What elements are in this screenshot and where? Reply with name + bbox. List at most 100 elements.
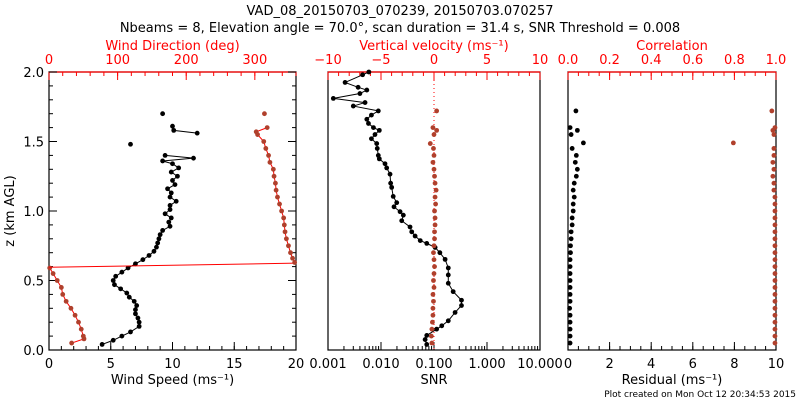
data-point [355,84,361,90]
bottom-tick-label: 15 [226,357,243,372]
data-point [772,236,778,242]
plot-frame [567,71,777,351]
data-point [571,194,577,200]
series-wind-direction [47,111,298,346]
data-point [580,140,586,146]
series-line [172,126,198,134]
data-point [445,265,451,271]
top-tick-label: 0.8 [724,53,745,68]
data-point [429,326,435,332]
data-point [772,215,778,221]
data-point [47,265,53,271]
data-point [76,319,81,325]
bottom-tick-label: 10.000 [517,357,563,372]
data-point [350,103,356,109]
data-point [364,87,370,93]
data-point [288,250,293,256]
data-point [772,326,778,332]
data-point [431,298,436,304]
data-point [382,161,388,167]
data-point [424,333,430,338]
data-point [360,72,366,78]
data-point [770,173,776,179]
bottom-tick-label: 8 [730,357,738,372]
data-point [110,337,116,343]
data-point [362,100,368,105]
data-point [772,298,778,304]
data-point [281,215,287,221]
data-point [270,166,276,172]
data-point [432,194,438,200]
data-point [125,265,131,271]
data-point [277,201,282,207]
data-point [429,340,435,346]
data-point [772,319,778,325]
panel-wind: 0 5 10 15 20 Wind Speed (ms⁻¹) 0 100 200 300Wind … [3,39,304,388]
y-tick-label: 2.0 [23,66,44,81]
data-point [374,146,380,151]
data-point [459,297,464,303]
series-snr [330,69,464,347]
data-point [151,248,157,254]
data-point [430,305,436,311]
top-tick-label: 300 [242,53,267,68]
data-point [170,161,175,167]
data-point [397,209,403,215]
data-point [157,232,163,238]
data-point [118,286,124,292]
data-point [772,222,778,228]
data-point [113,273,119,279]
plot-created-footer: Plot created on Mon Oct 12 20:34:53 2015 [604,390,796,400]
data-point [266,153,271,158]
y-tick-label: 0.0 [23,344,44,359]
data-point [772,312,778,318]
data-point [568,243,573,249]
data-point [409,229,415,235]
data-point [771,132,777,137]
data-point [431,250,436,256]
bottom-tick-label: 20 [288,357,305,372]
data-point [771,166,777,172]
data-point [273,187,279,193]
data-point [176,165,182,171]
data-point [772,271,778,276]
data-point [160,111,166,117]
data-point [434,127,440,133]
data-point [772,250,778,256]
data-point [772,208,778,214]
data-point [264,125,270,130]
series-vertical-velocity [427,108,440,346]
data-point [571,180,577,186]
data-point [290,255,295,261]
data-point [171,127,177,133]
data-point [567,340,573,346]
data-point [366,69,372,75]
bottom-axis-title: Residual (ms⁻¹) [622,373,723,388]
data-point [173,198,179,204]
data-point [569,222,575,228]
data-point [357,91,363,96]
top-tick-label: 0.0 [558,53,579,68]
data-point [567,264,573,269]
data-point [261,139,267,144]
bottom-axis-title: SNR [420,373,447,388]
data-point [431,278,436,283]
data-point [437,250,443,256]
data-point [134,303,140,308]
data-point [131,298,137,304]
data-point [567,305,573,311]
bottom-tick-label: 6 [689,357,697,372]
series-correlation [730,108,778,346]
data-point [568,250,573,256]
data-point [162,153,168,158]
data-point [771,180,777,186]
top-tick-label: 0.4 [641,53,662,68]
data-point [567,278,573,283]
top-tick-label: 10 [532,53,549,68]
data-point [431,243,437,249]
data-point [263,146,269,151]
data-point [772,292,778,297]
data-point [160,158,166,164]
data-point [275,194,280,200]
data-point [366,121,371,126]
